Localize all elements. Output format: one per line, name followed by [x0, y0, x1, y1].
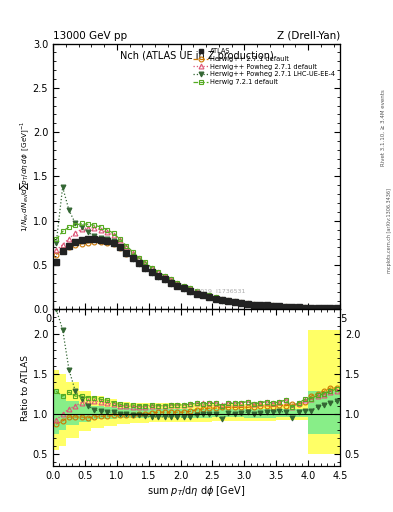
Text: mcplots.cern.ch [arXiv:1306.3436]: mcplots.cern.ch [arXiv:1306.3436]	[387, 188, 392, 273]
Y-axis label: $1/N_{ev}\,dN_{ev}/d\!\sum\!p_T/d\eta\,d\phi\;\;[\mathrm{GeV}]^{-1}$: $1/N_{ev}\,dN_{ev}/d\!\sum\!p_T/d\eta\,d…	[18, 121, 31, 232]
Text: Nch (ATLAS UE in Z production): Nch (ATLAS UE in Z production)	[119, 52, 274, 61]
Text: Z (Drell-Yan): Z (Drell-Yan)	[277, 31, 340, 41]
Text: Rivet 3.1.10, ≥ 3.4M events: Rivet 3.1.10, ≥ 3.4M events	[381, 90, 386, 166]
Legend: ATLAS, Herwig++ 2.7.1 default, Herwig++ Powheg 2.7.1 default, Herwig++ Powheg 2.: ATLAS, Herwig++ 2.7.1 default, Herwig++ …	[192, 47, 337, 86]
Text: © 2019  I1736531: © 2019 I1736531	[188, 289, 245, 293]
X-axis label: sum $p_T$/d$\eta$ d$\phi$ [GeV]: sum $p_T$/d$\eta$ d$\phi$ [GeV]	[147, 483, 246, 498]
Y-axis label: Ratio to ATLAS: Ratio to ATLAS	[21, 355, 30, 421]
Text: 13000 GeV pp: 13000 GeV pp	[53, 31, 127, 41]
